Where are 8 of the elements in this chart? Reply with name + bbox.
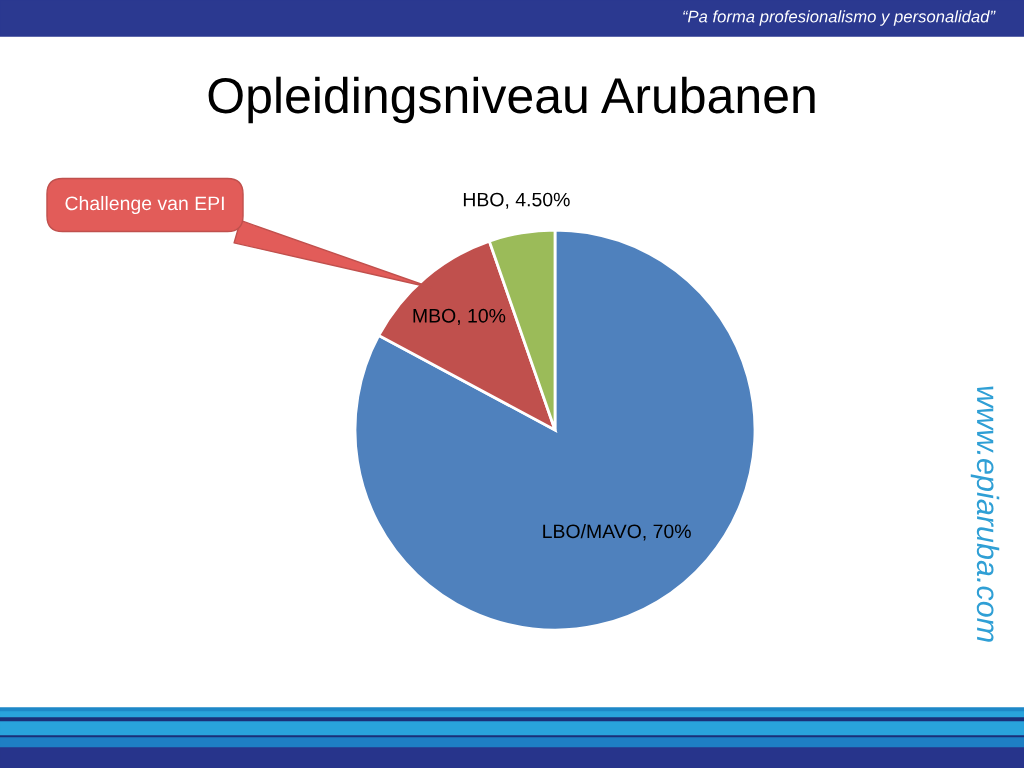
text: Challenge van EPI bbox=[65, 195, 224, 215]
chart-title: Opleidingsniveau Arubanen bbox=[208, 76, 815, 124]
text: www.epiaruba.com bbox=[970, 386, 1000, 642]
slice-label: HBO, 4.50% bbox=[463, 192, 570, 209]
slice-label: LBO/MAVO, 70% bbox=[543, 523, 691, 541]
text: “Pa forma profesionalismo y personalidad” bbox=[683, 10, 996, 26]
slice-label: MBO, 10% bbox=[413, 308, 506, 325]
pie-slice bbox=[353, 228, 757, 632]
